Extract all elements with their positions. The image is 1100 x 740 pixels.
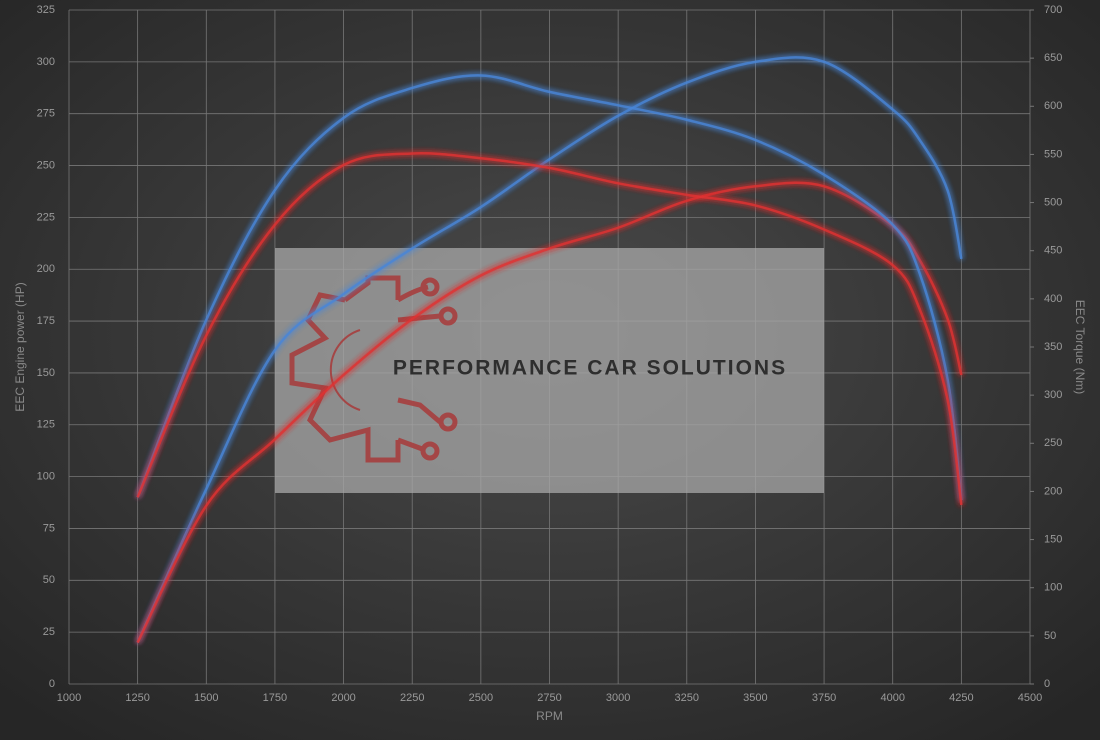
y-tick-label: 250: [37, 159, 55, 171]
series-line: [136, 56, 963, 644]
y-tick-label: 225: [37, 211, 55, 223]
x-tick-label: 2000: [331, 692, 355, 704]
y-tick-label: 25: [43, 626, 55, 638]
x-tick-label: 4000: [880, 692, 904, 704]
y2-tick-label: 500: [1044, 196, 1062, 208]
y2-tick-label: 300: [1044, 389, 1062, 401]
lines: [136, 56, 963, 644]
y2-tick-label: 550: [1044, 148, 1062, 160]
y-tick-label: 0: [49, 678, 55, 690]
x-axis-title: RPM: [536, 709, 563, 723]
x-tick-label: 1750: [263, 692, 287, 704]
series-line: [136, 74, 963, 501]
x-tick-label: 3000: [606, 692, 630, 704]
y-tick-label: 50: [43, 574, 55, 586]
y2-tick-label: 100: [1044, 582, 1062, 594]
series-line: [136, 181, 963, 644]
y-axis-title: EEC Engine power (HP): [13, 282, 27, 411]
x-tick-label: 1000: [57, 692, 81, 704]
x-tick-label: 2500: [469, 692, 493, 704]
y2-tick-label: 250: [1044, 437, 1062, 449]
x-tick-label: 3750: [812, 692, 836, 704]
y2-tick-label: 50: [1044, 630, 1056, 642]
y2-tick-label: 450: [1044, 245, 1062, 257]
watermark: PERFORMANCE CAR SOLUTIONS: [275, 248, 824, 493]
x-tick-label: 2750: [537, 692, 561, 704]
y2-tick-label: 700: [1044, 4, 1062, 16]
y-tick-label: 125: [37, 419, 55, 431]
series-line: [136, 152, 963, 506]
y2-tick-label: 400: [1044, 293, 1062, 305]
x-tick-label: 4500: [1018, 692, 1042, 704]
y-tick-label: 175: [37, 315, 55, 327]
y-tick-label: 325: [37, 4, 55, 16]
x-tick-label: 1250: [125, 692, 149, 704]
y2-tick-label: 350: [1044, 341, 1062, 353]
y-tick-label: 100: [37, 471, 55, 483]
watermark-text: PERFORMANCE CAR SOLUTIONS: [393, 357, 787, 380]
x-tick-label: 4250: [949, 692, 973, 704]
y2-tick-label: 150: [1044, 533, 1062, 545]
y-tick-label: 150: [37, 367, 55, 379]
x-tick-label: 3250: [675, 692, 699, 704]
watermark-logo: [289, 275, 458, 463]
y-tick-label: 300: [37, 56, 55, 68]
x-tick-label: 2250: [400, 692, 424, 704]
y2-tick-label: 200: [1044, 485, 1062, 497]
y-tick-label: 200: [37, 263, 55, 275]
x-tick-label: 3500: [743, 692, 767, 704]
y2-axis-title: EEC Torque (Nm): [1073, 300, 1087, 394]
x-tick-label: 1500: [194, 692, 218, 704]
y2-tick-label: 0: [1044, 678, 1050, 690]
y2-tick-label: 600: [1044, 100, 1062, 112]
labels: 1000 1250 1500 1750 2000 2250 2500 2750 3000 3250…: [13, 4, 1087, 723]
y-tick-label: 275: [37, 108, 55, 120]
y-tick-label: 75: [43, 522, 55, 534]
y2-tick-label: 650: [1044, 52, 1062, 64]
